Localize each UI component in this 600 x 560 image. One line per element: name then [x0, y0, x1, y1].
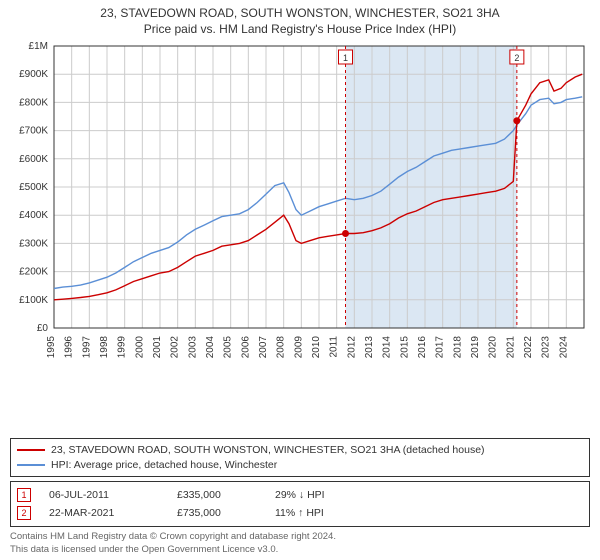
chart-title: 23, STAVEDOWN ROAD, SOUTH WONSTON, WINCH… — [10, 6, 590, 20]
svg-text:£0: £0 — [37, 323, 49, 334]
svg-text:2007: 2007 — [258, 336, 269, 359]
svg-text:1: 1 — [343, 53, 348, 63]
footer: Contains HM Land Registry data © Crown c… — [10, 531, 590, 556]
svg-text:2014: 2014 — [382, 336, 393, 359]
svg-text:£900K: £900K — [19, 69, 48, 80]
svg-text:2024: 2024 — [558, 336, 569, 359]
footer-line: Contains HM Land Registry data © Crown c… — [10, 531, 590, 543]
svg-text:£1M: £1M — [29, 41, 48, 52]
svg-text:2: 2 — [514, 53, 519, 63]
svg-text:£400K: £400K — [19, 210, 48, 221]
svg-text:2013: 2013 — [364, 336, 375, 359]
svg-text:2004: 2004 — [205, 336, 216, 359]
svg-text:2017: 2017 — [435, 336, 446, 359]
svg-text:2018: 2018 — [452, 336, 463, 359]
svg-text:2015: 2015 — [399, 336, 410, 359]
svg-text:2021: 2021 — [505, 336, 516, 359]
marker-date: 06-JUL-2011 — [49, 489, 159, 501]
marker-badge: 1 — [17, 488, 31, 502]
titles: 23, STAVEDOWN ROAD, SOUTH WONSTON, WINCH… — [10, 6, 590, 40]
svg-text:1997: 1997 — [81, 336, 92, 359]
legend: 23, STAVEDOWN ROAD, SOUTH WONSTON, WINCH… — [10, 438, 590, 477]
marker-number: 1 — [21, 490, 26, 500]
svg-text:£700K: £700K — [19, 126, 48, 137]
marker-pct: 29% ↓ HPI — [275, 489, 375, 501]
chart-area: £0 £100K £200K £300K £400K £500K £600K £700K £80… — [10, 40, 590, 434]
svg-text:2016: 2016 — [417, 336, 428, 359]
svg-text:2006: 2006 — [240, 336, 251, 359]
svg-text:2011: 2011 — [329, 336, 340, 358]
svg-text:2020: 2020 — [488, 336, 499, 359]
svg-text:2019: 2019 — [470, 336, 481, 359]
svg-text:£600K: £600K — [19, 154, 48, 165]
svg-text:2008: 2008 — [276, 336, 287, 359]
legend-item: 23, STAVEDOWN ROAD, SOUTH WONSTON, WINCH… — [17, 443, 583, 458]
svg-text:2002: 2002 — [170, 336, 181, 359]
svg-text:1999: 1999 — [117, 336, 128, 359]
marker-date: 22-MAR-2021 — [49, 507, 159, 519]
marker-price: £335,000 — [177, 489, 257, 501]
legend-swatch — [17, 464, 45, 466]
legend-label: HPI: Average price, detached house, Winc… — [51, 458, 277, 473]
svg-text:£300K: £300K — [19, 238, 48, 249]
marker-number: 2 — [21, 508, 26, 518]
svg-text:£500K: £500K — [19, 182, 48, 193]
markers-table: 1 06-JUL-2011 £335,000 29% ↓ HPI 2 22-MA… — [10, 481, 590, 527]
svg-text:£800K: £800K — [19, 97, 48, 108]
svg-text:2012: 2012 — [346, 336, 357, 359]
legend-item: HPI: Average price, detached house, Winc… — [17, 458, 583, 473]
svg-text:1996: 1996 — [64, 336, 75, 359]
svg-text:£100K: £100K — [19, 295, 48, 306]
svg-text:2003: 2003 — [187, 336, 198, 359]
marker-row: 2 22-MAR-2021 £735,000 11% ↑ HPI — [17, 504, 583, 522]
svg-text:2000: 2000 — [134, 336, 145, 359]
svg-text:1995: 1995 — [46, 336, 57, 359]
chart-subtitle: Price paid vs. HM Land Registry's House … — [10, 22, 590, 36]
svg-text:1998: 1998 — [99, 336, 110, 359]
svg-text:2022: 2022 — [523, 336, 534, 359]
legend-label: 23, STAVEDOWN ROAD, SOUTH WONSTON, WINCH… — [51, 443, 485, 458]
legend-swatch — [17, 449, 45, 451]
marker-pct: 11% ↑ HPI — [275, 507, 375, 519]
footer-line: This data is licensed under the Open Gov… — [10, 544, 590, 556]
marker-badge: 2 — [17, 506, 31, 520]
svg-text:2005: 2005 — [223, 336, 234, 359]
svg-text:£200K: £200K — [19, 267, 48, 278]
svg-text:2009: 2009 — [293, 336, 304, 359]
marker-row: 1 06-JUL-2011 £335,000 29% ↓ HPI — [17, 486, 583, 504]
svg-text:2010: 2010 — [311, 336, 322, 359]
page-root: 23, STAVEDOWN ROAD, SOUTH WONSTON, WINCH… — [0, 0, 600, 560]
chart-svg: £0 £100K £200K £300K £400K £500K £600K £700K £80… — [10, 40, 590, 370]
svg-text:2001: 2001 — [152, 336, 163, 359]
svg-text:2023: 2023 — [541, 336, 552, 359]
marker-price: £735,000 — [177, 507, 257, 519]
